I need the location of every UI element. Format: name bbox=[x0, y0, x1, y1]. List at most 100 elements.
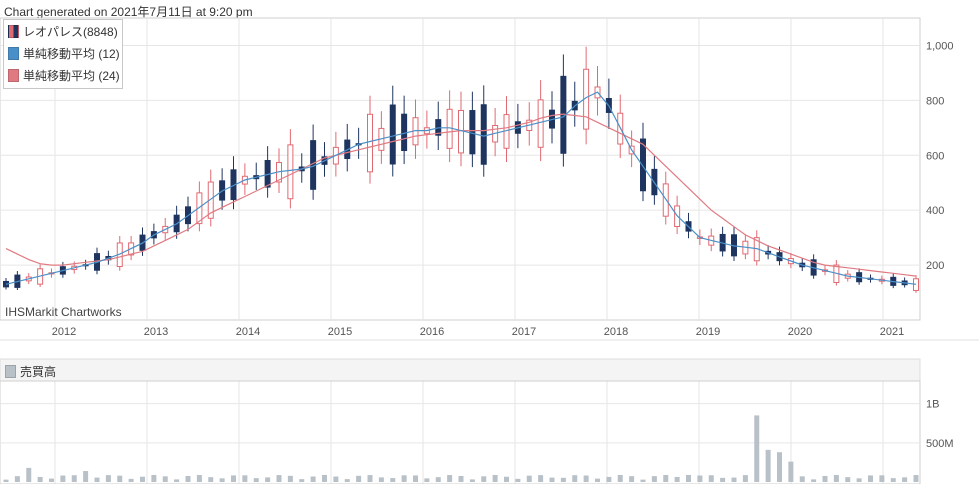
line-icon bbox=[8, 68, 19, 82]
volume-bar bbox=[140, 476, 145, 482]
volume-bar bbox=[742, 475, 748, 482]
volume-bar bbox=[606, 476, 612, 482]
x-tick-label: 2018 bbox=[604, 326, 628, 338]
volume-bar bbox=[902, 477, 908, 482]
volume-bar bbox=[26, 467, 32, 482]
volume-bar bbox=[799, 476, 805, 482]
volume-bar bbox=[37, 476, 43, 482]
volume-bar bbox=[617, 474, 623, 482]
volume-bar bbox=[458, 475, 464, 482]
volume-bar bbox=[697, 475, 703, 482]
volume-bar bbox=[549, 477, 555, 482]
volume-bar bbox=[208, 477, 214, 482]
volume-bar bbox=[94, 477, 100, 482]
volume-bar bbox=[378, 477, 384, 482]
volume-bar bbox=[651, 476, 657, 482]
volume-bar bbox=[71, 475, 77, 482]
x-tick-label: 2015 bbox=[328, 326, 352, 338]
volume-bar bbox=[435, 477, 441, 482]
y-tick-label: 600 bbox=[926, 150, 944, 162]
volume-bar bbox=[60, 475, 66, 482]
volume-bar bbox=[788, 461, 794, 482]
candle-body bbox=[913, 278, 919, 291]
candle-body bbox=[367, 113, 373, 173]
legend-label-ma24: 単純移動平均 (24) bbox=[23, 68, 120, 83]
legend-label-ma12: 単純移動平均 (12) bbox=[23, 46, 120, 61]
volume-bar bbox=[83, 471, 89, 482]
volume-bar bbox=[447, 475, 453, 482]
volume-bar bbox=[231, 475, 236, 482]
volume-bar bbox=[185, 475, 191, 482]
volume-bar bbox=[49, 478, 54, 482]
volume-bar bbox=[674, 476, 680, 482]
y-tick-label: 800 bbox=[926, 95, 944, 107]
x-tick-label: 2021 bbox=[880, 326, 904, 338]
candle-body bbox=[196, 192, 203, 225]
volume-bar bbox=[196, 475, 202, 482]
volume-bar bbox=[151, 474, 157, 482]
volume-tick-label: 1B bbox=[926, 399, 939, 411]
volume-panel-frame bbox=[0, 380, 921, 484]
volume-bar bbox=[868, 475, 873, 482]
legend-item-price[interactable]: レオパレス(8848) bbox=[4, 20, 122, 42]
y-tick-label: 200 bbox=[926, 260, 944, 272]
volume-bar bbox=[401, 475, 407, 482]
volume-bar bbox=[481, 476, 487, 482]
volume-bar bbox=[629, 476, 635, 482]
volume-bar bbox=[424, 478, 430, 482]
volume-bar bbox=[287, 475, 293, 482]
x-tick-label: 2012 bbox=[52, 326, 76, 338]
volume-bar bbox=[731, 477, 737, 482]
volume-bar bbox=[526, 475, 532, 482]
volume-header bbox=[0, 358, 921, 382]
volume-bar bbox=[413, 475, 418, 482]
main-panel-frame bbox=[0, 17, 921, 321]
volume-bar bbox=[492, 474, 498, 482]
legend-label-price: レオパレス(8848) bbox=[23, 24, 118, 39]
candle-body bbox=[469, 110, 476, 155]
volume-bar bbox=[913, 475, 919, 482]
volume-bar bbox=[538, 475, 544, 482]
volume-bar bbox=[560, 477, 566, 482]
volume-bar bbox=[333, 476, 339, 482]
volume-bar bbox=[356, 475, 362, 482]
volume-bar bbox=[765, 449, 771, 482]
volume-bar bbox=[105, 475, 111, 482]
volume-bar bbox=[879, 475, 885, 482]
candle-body bbox=[537, 99, 544, 148]
volume-bar bbox=[117, 475, 123, 482]
volume-tick-label: 500M bbox=[926, 438, 954, 450]
x-tick-label: 2019 bbox=[696, 326, 720, 338]
legend-item-ma12[interactable]: 単純移動平均 (12) bbox=[4, 42, 122, 64]
volume-bar bbox=[833, 475, 839, 482]
volume-bar bbox=[640, 479, 646, 482]
volume-bar bbox=[128, 478, 134, 482]
volume-bar bbox=[890, 478, 896, 482]
watermark: IHSMarkit Chartworks bbox=[5, 305, 122, 319]
volume-bar bbox=[720, 477, 726, 482]
volume-bar bbox=[856, 478, 862, 482]
volume-bar bbox=[708, 475, 714, 482]
volume-bar bbox=[811, 479, 817, 482]
x-tick-label: 2017 bbox=[512, 326, 536, 338]
line-icon bbox=[8, 46, 19, 60]
volume-bar bbox=[390, 478, 396, 482]
volume-bar bbox=[515, 478, 521, 482]
volume-bar bbox=[595, 478, 600, 482]
volume-bar bbox=[686, 474, 691, 482]
volume-bar bbox=[219, 478, 225, 482]
x-tick-label: 2013 bbox=[144, 326, 168, 338]
x-tick-label: 2014 bbox=[236, 326, 260, 338]
volume-bar bbox=[572, 475, 578, 482]
volume-bar bbox=[845, 477, 851, 482]
ma12-line bbox=[5, 91, 917, 285]
volume-title: 売買高 bbox=[5, 363, 56, 380]
volume-bar bbox=[310, 476, 316, 482]
volume-bar bbox=[299, 479, 305, 482]
legend-item-ma24[interactable]: 単純移動平均 (24) bbox=[4, 64, 122, 86]
candle-body bbox=[458, 109, 464, 154]
volume-bar bbox=[344, 479, 350, 482]
volume-bar bbox=[253, 478, 259, 482]
